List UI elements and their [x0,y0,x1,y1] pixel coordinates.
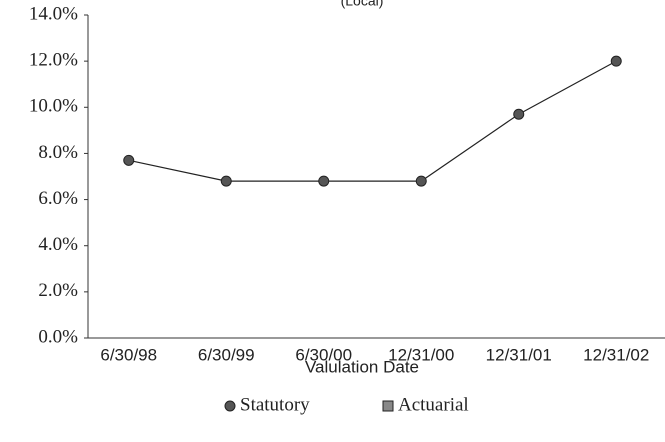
x-tick-label: 6/30/98 [100,345,157,364]
legend-marker [382,400,394,412]
y-tick-label: 12.0% [29,50,78,71]
y-tick-label: 6.0% [38,188,78,209]
data-point [610,55,622,67]
x-axis-label: Valulation Date [305,357,419,376]
chart-title: (Local) [341,0,384,9]
legend-marker [224,400,236,412]
y-tick-label: 10.0% [29,96,78,117]
x-tick-label: 6/30/00 [295,345,352,364]
data-point [318,175,330,187]
series-line [128,60,617,182]
legend-label: Statutory [240,394,310,415]
data-point [415,175,427,187]
y-tick-label: 0.0% [38,326,78,347]
data-point [513,108,525,120]
y-tick-label: 14.0% [29,3,78,24]
x-tick-label: 12/31/02 [583,345,649,364]
x-tick-label: 12/31/00 [388,345,454,364]
x-tick-label: 6/30/99 [198,345,255,364]
data-point [123,154,135,166]
y-tick-label: 2.0% [38,280,78,301]
y-tick-label: 8.0% [38,142,78,163]
data-point [220,175,232,187]
y-tick-label: 4.0% [38,234,78,255]
legend-label: Actuarial [398,394,469,415]
x-tick-label: 12/31/01 [486,345,552,364]
